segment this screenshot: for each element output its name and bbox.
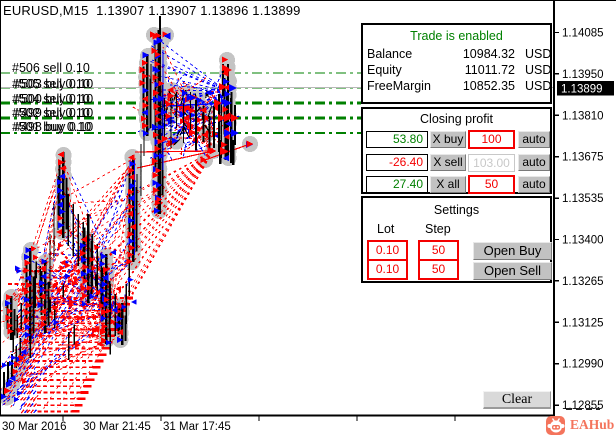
svg-text:1.12855: 1.12855: [562, 400, 604, 412]
svg-text:1.13899: 1.13899: [561, 84, 603, 96]
svg-text:1.13950: 1.13950: [562, 69, 604, 81]
svg-text:1.13125: 1.13125: [562, 317, 604, 329]
svg-text:1.13675: 1.13675: [562, 152, 604, 164]
svg-text:1.13400: 1.13400: [562, 235, 604, 247]
svg-text:1.13535: 1.13535: [562, 193, 604, 205]
svg-text:1.13265: 1.13265: [562, 276, 604, 288]
svg-text:1.13810: 1.13810: [562, 110, 604, 122]
svg-text:1.12990: 1.12990: [562, 359, 604, 371]
svg-text:1.14085: 1.14085: [562, 28, 604, 40]
